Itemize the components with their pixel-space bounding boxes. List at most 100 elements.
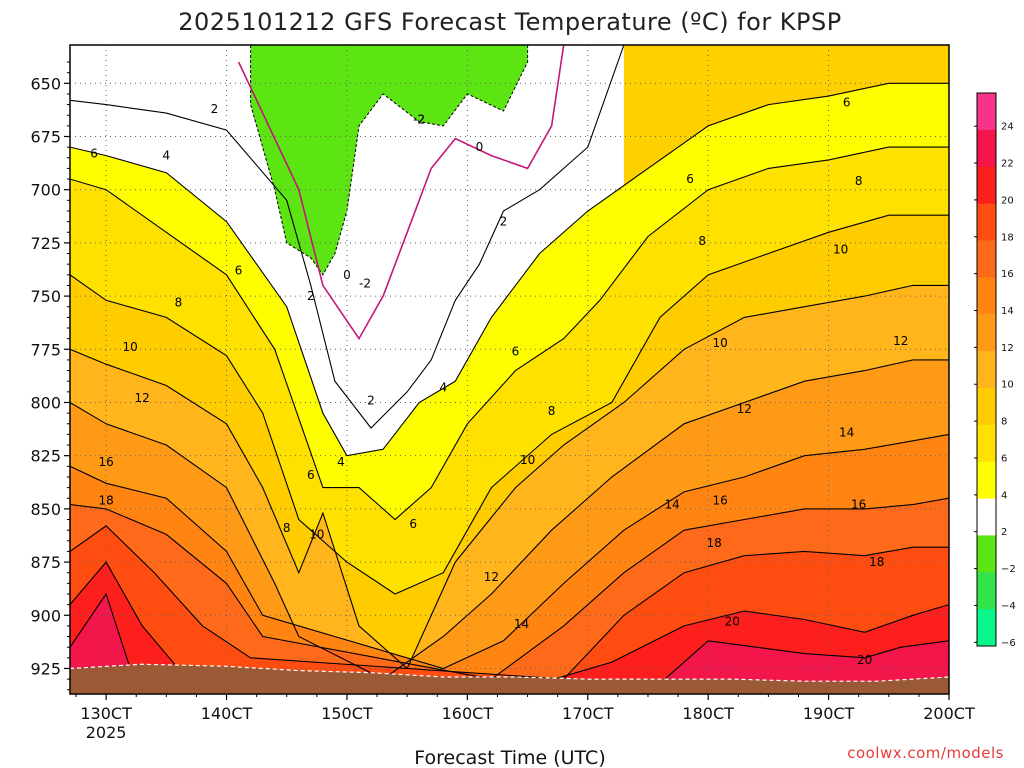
isotherm-22: [70, 592, 949, 684]
x-tick-label: 160CT: [442, 704, 494, 723]
contour-label: 8: [855, 174, 863, 188]
contour-labels: 246681012161820-2-2022446666888861010101…: [90, 96, 908, 668]
isotherm-20: [70, 561, 949, 684]
colorbar-tick-label: 12: [1001, 343, 1014, 354]
ground-surface: [70, 663, 949, 694]
contour-label: 14: [839, 425, 854, 439]
colorbar-swatch: [977, 314, 996, 352]
colorbar-swatch: [977, 240, 996, 278]
isotherm-2: [70, 45, 625, 429]
contour-label: 2: [367, 393, 375, 407]
colorbar-frame: [976, 92, 997, 647]
contour-label: 4: [337, 455, 345, 469]
y-tick-label: 925: [30, 659, 61, 678]
contour-label: 18: [98, 493, 113, 507]
ground-surface-fill: [70, 663, 949, 694]
contour-label: 6: [307, 468, 315, 482]
colorbar-tick-label: 10: [1001, 380, 1014, 391]
chart-title: 2025101212 GFS Forecast Temperature (ºC)…: [178, 8, 841, 36]
colorbar-swatch: [977, 351, 996, 389]
y-tick-label: 700: [30, 181, 61, 200]
x-tick-label: 140CT: [201, 704, 253, 723]
y-tick-label: 900: [30, 606, 61, 625]
colorbar-swatch: [977, 387, 996, 426]
colorbar-swatch: [977, 424, 996, 463]
colorbar-swatch: [977, 166, 996, 205]
x-tick-label: 180CT: [682, 704, 734, 723]
contour-label: 2: [500, 215, 508, 229]
colorbar-tick-label: 4: [1001, 490, 1007, 501]
credit-link[interactable]: coolwx.com/models: [847, 744, 1004, 762]
x-year-label: 2025: [86, 723, 127, 742]
contour-label: 10: [309, 527, 324, 541]
contour-label: 0: [476, 140, 484, 154]
contour-label: 16: [713, 493, 728, 507]
temp-band-cold: [70, 45, 624, 428]
isotherm-lines: [70, 45, 949, 684]
colorbar-tick-label: −4: [1001, 601, 1016, 612]
contour-label: 8: [698, 234, 706, 248]
colorbar-tick-label: 24: [1001, 122, 1014, 133]
contour-label: 8: [283, 521, 291, 535]
contour-label: 12: [135, 391, 150, 405]
contour-label: 10: [713, 336, 728, 350]
y-tick-label: 850: [30, 500, 61, 519]
contour-label: -2: [413, 113, 425, 127]
contour-label: 16: [851, 498, 866, 512]
freezing-region: [250, 45, 529, 276]
contour-label: 10: [520, 453, 535, 467]
colorbar-swatch: [977, 277, 996, 315]
contour-label: 12: [484, 570, 499, 584]
y-tick-label: 650: [30, 74, 61, 93]
colorbar-swatch: [977, 461, 996, 500]
contour-label: 6: [409, 517, 417, 531]
isotherm-14: [70, 433, 949, 670]
contour-label: 2: [307, 289, 315, 303]
contour-label: 6: [235, 264, 243, 278]
contour-label: 10: [833, 242, 848, 256]
contour-label: 0: [343, 268, 351, 282]
contour-label: 6: [512, 344, 520, 358]
y-tick-label: 725: [30, 234, 61, 253]
contour-label: 12: [893, 334, 908, 348]
x-tick-label: 200CT: [923, 704, 975, 723]
colorbar-tick-label: 14: [1001, 306, 1014, 317]
contour-label: 16: [98, 455, 113, 469]
colorbar-swatch: [977, 572, 996, 610]
contour-label: 6: [686, 172, 694, 186]
contour-label: 14: [514, 617, 529, 631]
x-axis: 130CT 140CT 150CT 160CT 170CT 180CT 190CT 200CT…: [75, 694, 975, 742]
isotherm-4: [70, 82, 949, 457]
x-tick-label: 190CT: [803, 704, 855, 723]
colorbar-swatch: [977, 609, 996, 647]
colorbar-tick-label: 6: [1001, 453, 1007, 464]
plot-frame: [69, 44, 950, 695]
colorbar: 24 22 20 18 16 14 12 10 8 6 4 2 −2 −4 −6: [974, 92, 1016, 649]
colorbar-swatch: [977, 203, 996, 241]
colorbar-tick-label: 16: [1001, 269, 1014, 280]
plot-area: 246681012161820-2-2022446666888861010101…: [70, 45, 949, 694]
contour-label: 12: [737, 402, 752, 416]
contour-label: 2: [211, 102, 219, 116]
contour-label: 18: [707, 536, 722, 550]
x-tick-label: 170CT: [562, 704, 614, 723]
contour-label: 20: [857, 653, 872, 667]
y-tick-label: 800: [30, 393, 61, 412]
contour-label: -2: [413, 113, 425, 127]
colorbar-tick-label: 2: [1001, 527, 1007, 538]
temperature-fills: [70, 45, 949, 694]
colorbar-tick-label: 8: [1001, 417, 1007, 428]
y-axis: 650 675 700 725 750 775 800 825 850 875 900 925: [30, 61, 70, 691]
contour-label: 8: [175, 296, 183, 310]
isotherm-10: [70, 284, 949, 670]
gridlines: [70, 45, 949, 694]
colorbar-swatch: [977, 535, 996, 573]
contour-label: 8: [548, 404, 556, 418]
contour-label: 20: [725, 615, 740, 629]
y-tick-label: 825: [30, 447, 61, 466]
x-tick-label: 130CT: [80, 704, 132, 723]
contour-label: 6: [843, 96, 851, 110]
colorbar-tick-label: 22: [1001, 159, 1014, 170]
colorbar-tick-label: 20: [1001, 195, 1014, 206]
